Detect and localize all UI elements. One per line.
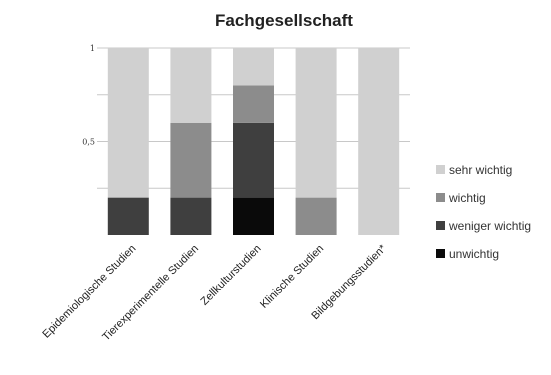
bar-segment xyxy=(170,122,212,198)
legend-swatch xyxy=(436,221,445,230)
legend-swatch xyxy=(436,249,445,258)
legend: sehr wichtig wichtig weniger wichtig unwich… xyxy=(436,163,531,261)
chart-title: Fachgesellschaft xyxy=(215,11,353,30)
bar-segment xyxy=(233,122,274,198)
legend-label: weniger wichtig xyxy=(448,219,531,233)
bar-segment xyxy=(295,197,337,235)
bar-segment xyxy=(170,48,212,123)
bar-segment xyxy=(358,48,400,235)
bar-segment xyxy=(233,85,274,123)
bar-segment xyxy=(295,48,337,198)
y-axis-ticks: 0,51 xyxy=(82,44,95,147)
bar-segment xyxy=(170,197,212,235)
y-tick-label: 0,5 xyxy=(82,138,95,147)
bars xyxy=(107,48,400,235)
x-category-label: Zellkulturstudien xyxy=(199,243,264,308)
legend-label: sehr wichtig xyxy=(449,163,512,177)
legend-swatch xyxy=(436,193,445,202)
bar-segment xyxy=(107,197,149,235)
bar-segment xyxy=(233,197,274,235)
legend-swatch xyxy=(436,165,445,174)
x-axis-labels: Epidemiologische StudienTierexperimentel… xyxy=(40,242,389,343)
bar-segment xyxy=(233,48,274,86)
x-category-label: Klinische Studien xyxy=(258,243,326,311)
legend-label: wichtig xyxy=(448,191,486,205)
y-tick-label: 1 xyxy=(90,44,95,53)
legend-label: unwichtig xyxy=(449,247,499,261)
bar-segment xyxy=(107,48,149,198)
